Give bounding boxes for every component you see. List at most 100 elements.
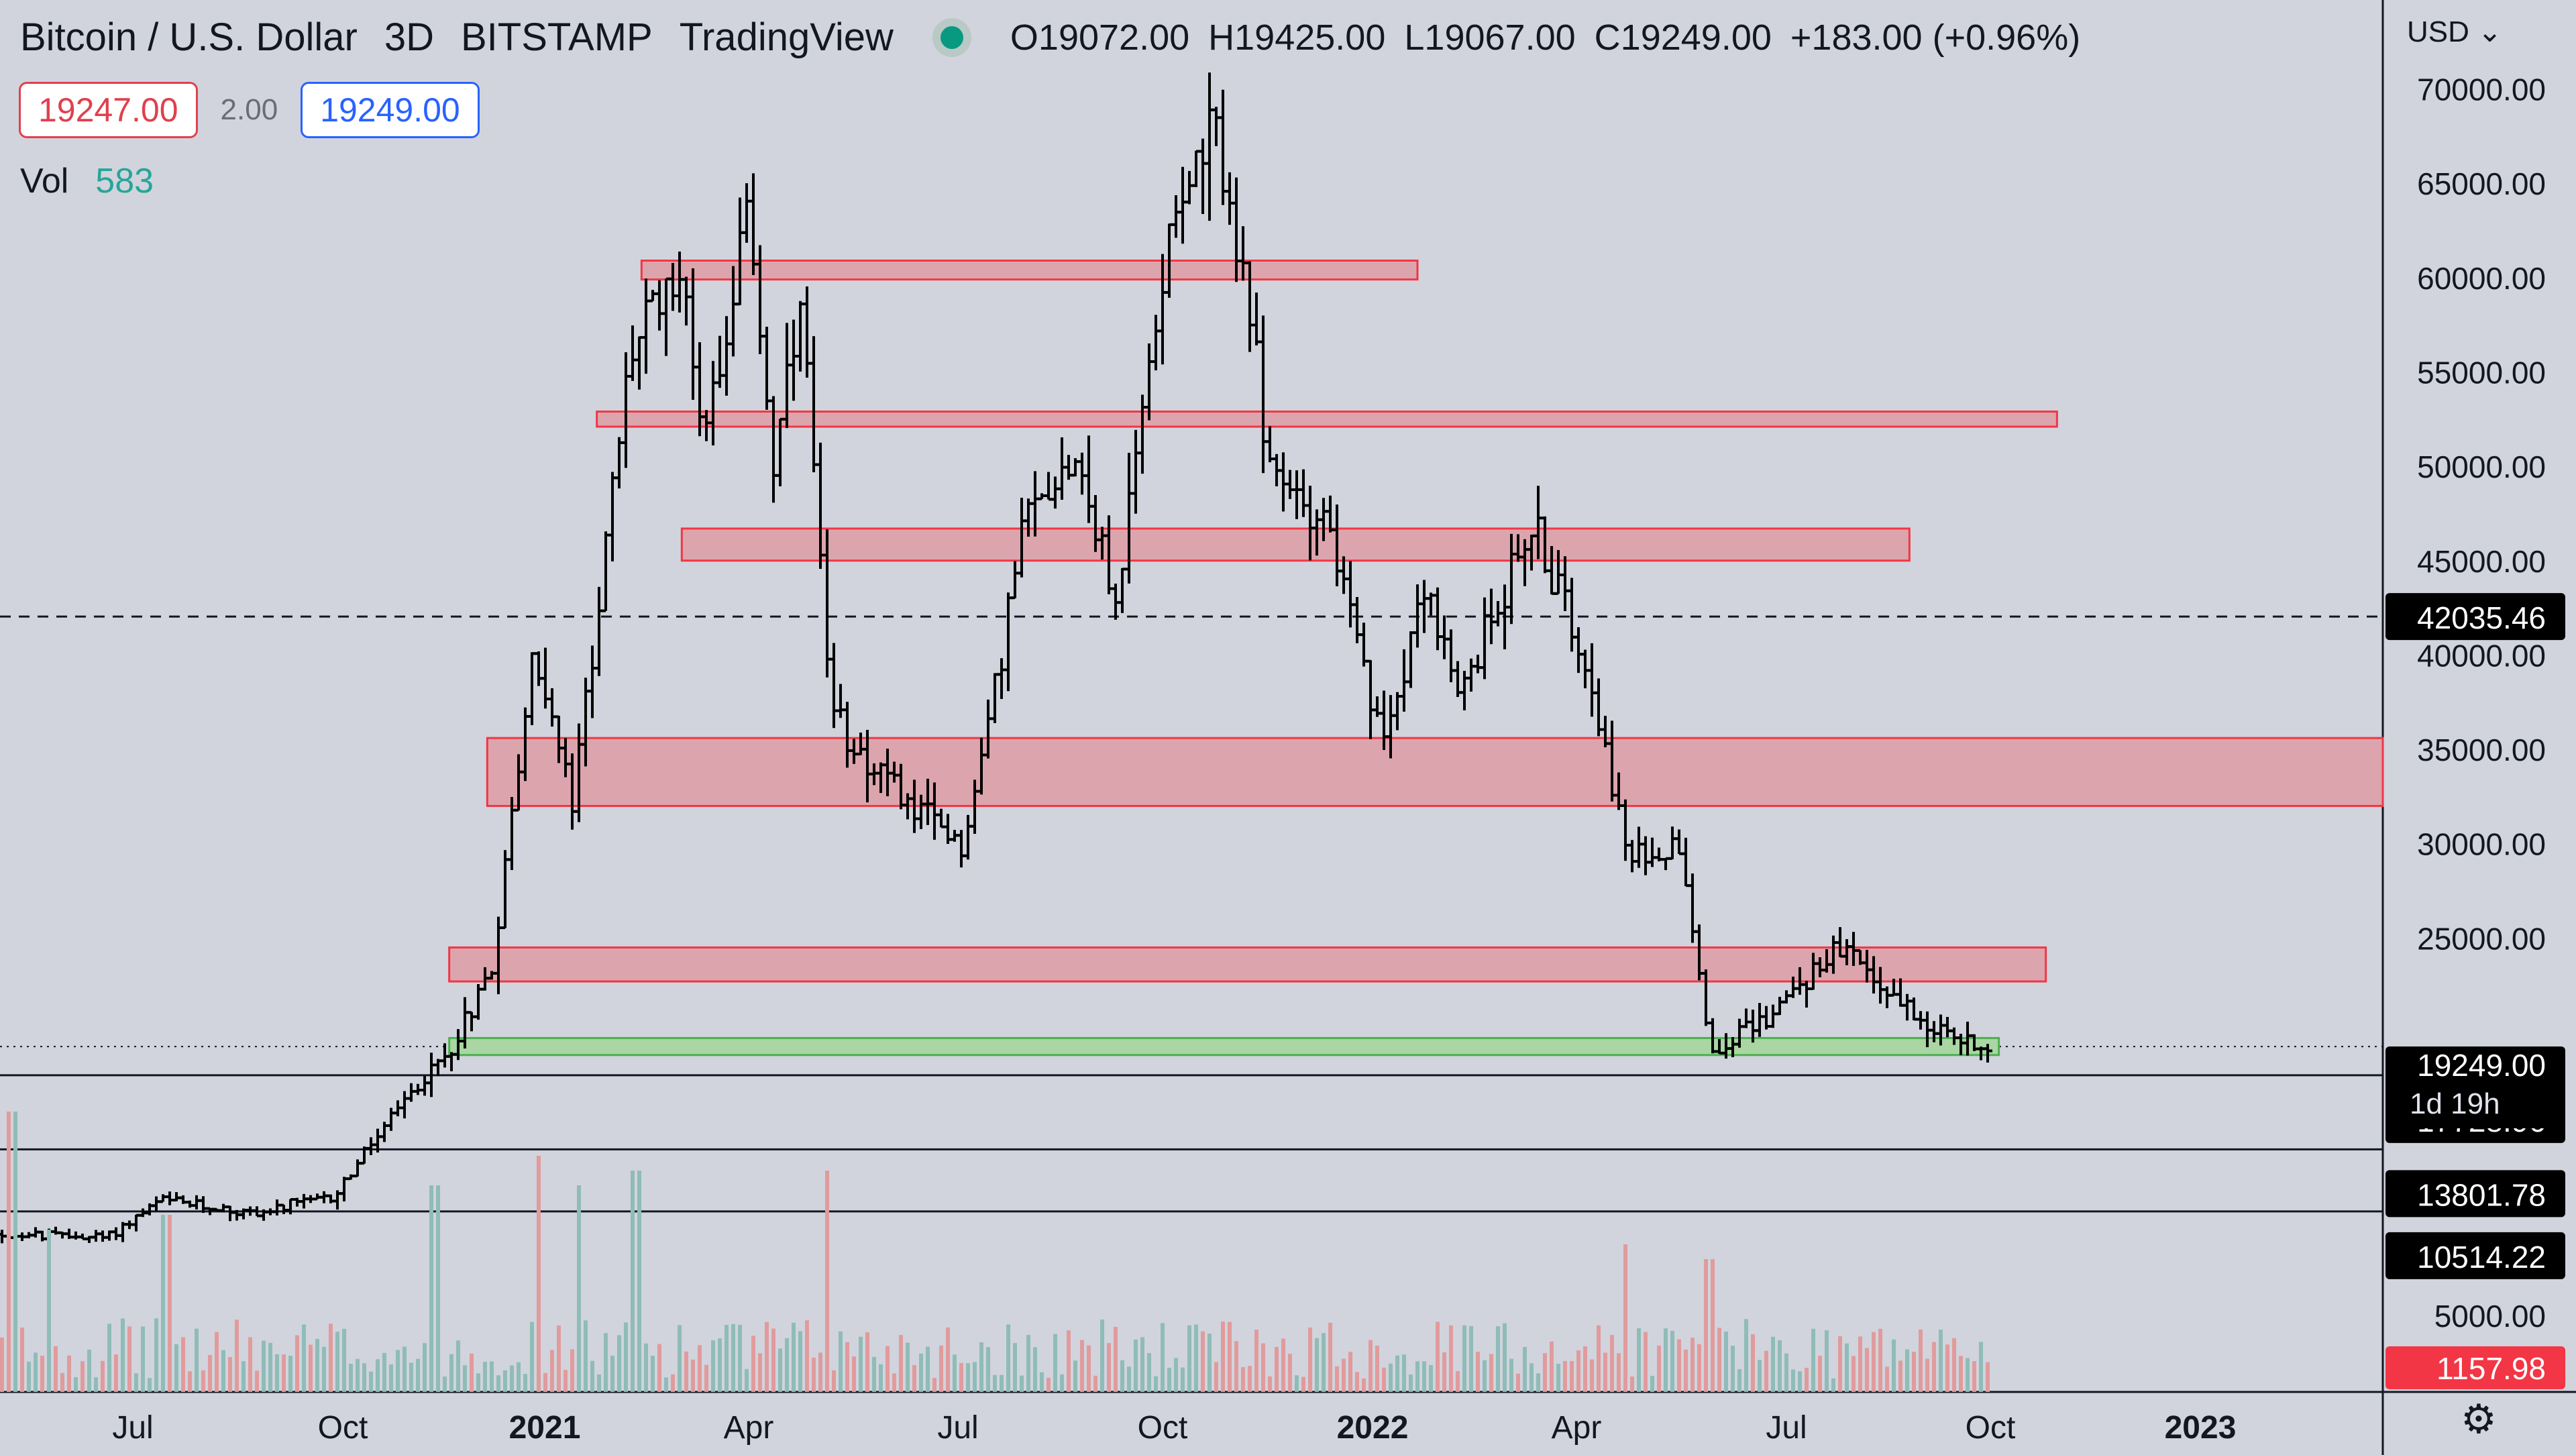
volume-bar [1328, 1322, 1332, 1392]
volume-bar [174, 1344, 178, 1392]
volume-bar [798, 1331, 802, 1392]
volume-bar [1261, 1343, 1265, 1392]
volume-bar [550, 1350, 554, 1392]
volume-bar [161, 1215, 165, 1392]
volume-bar [651, 1356, 655, 1392]
volume-bar [127, 1326, 131, 1392]
volume-bar [1986, 1362, 1990, 1392]
volume-bar [87, 1349, 91, 1392]
volume-bar [1281, 1338, 1285, 1392]
volume-bar [382, 1352, 386, 1392]
volume-bar [134, 1373, 138, 1392]
platform: TradingView [679, 15, 894, 59]
last-price-label: 19249.00 [2417, 1048, 2546, 1083]
last-volume-label: 1157.98 [2436, 1351, 2546, 1386]
volume-bar [94, 1377, 98, 1392]
volume-bar [208, 1354, 212, 1392]
volume-bar [1543, 1353, 1547, 1392]
volume-bar [1912, 1352, 1916, 1392]
volume-bar [195, 1328, 199, 1392]
volume-bar [168, 1215, 172, 1392]
volume-value: 583 [95, 162, 154, 201]
volume-bar [369, 1371, 373, 1392]
volume-bar [1650, 1376, 1654, 1392]
volume-bar [1248, 1366, 1252, 1392]
volume-bar [1644, 1332, 1648, 1392]
volume-bar [1724, 1332, 1728, 1392]
low-label: L [1404, 17, 1425, 58]
volume-bar [121, 1318, 125, 1392]
volume-bar [1704, 1259, 1708, 1392]
volume-bar [449, 1354, 453, 1392]
volume-bar [1684, 1349, 1688, 1392]
volume-bar [20, 1328, 24, 1392]
volume-bar [1536, 1373, 1540, 1392]
symbol-name[interactable]: Bitcoin / U.S. Dollar [20, 15, 358, 59]
volume-bar [1348, 1352, 1352, 1392]
gear-icon[interactable]: ⚙ [2461, 1397, 2497, 1442]
volume-bar [604, 1333, 608, 1392]
level-label-bg [2385, 1232, 2565, 1279]
volume-bar [1080, 1340, 1084, 1392]
volume-bar [295, 1335, 299, 1392]
volume-bar [490, 1361, 494, 1392]
volume-bar [939, 1345, 943, 1392]
volume-bar [1147, 1353, 1151, 1392]
last-volume-bg [2385, 1346, 2565, 1389]
time-tick-label: Jul [1766, 1410, 1807, 1446]
chart-legend: Bitcoin / U.S. Dollar 3D BITSTAMP Tradin… [20, 15, 2080, 60]
volume-bar [1570, 1360, 1574, 1392]
volume-bar [778, 1348, 782, 1392]
volume-bar [34, 1352, 38, 1392]
volume-bar [1140, 1337, 1144, 1392]
volume-bar [47, 1230, 51, 1392]
volume-bar [1201, 1331, 1205, 1392]
volume-bar [1254, 1329, 1258, 1392]
currency-selector[interactable]: USD ⌄ [2407, 15, 2502, 49]
volume-bar [1657, 1345, 1661, 1392]
dashed-level-label: 42035.46 [2417, 600, 2546, 635]
volume-bar [537, 1156, 541, 1392]
volume-bar [1026, 1334, 1030, 1392]
volume-bar [637, 1171, 641, 1392]
volume-bar [1013, 1343, 1017, 1392]
volume-bar [1858, 1336, 1862, 1392]
volume-bar [154, 1318, 158, 1392]
volume-bar [805, 1320, 809, 1392]
volume-bar [584, 1320, 588, 1392]
volume-bar [456, 1340, 460, 1392]
volume-bar [1322, 1333, 1326, 1392]
price-tick-label: 70000.00 [2417, 72, 2546, 107]
volume-bar [201, 1370, 205, 1392]
buy-price-button[interactable]: 19249.00 [301, 82, 480, 138]
volume-bar [1778, 1340, 1782, 1392]
volume-bar [738, 1324, 742, 1392]
dashed-level-label-bg [2385, 593, 2565, 641]
volume-bar [678, 1325, 682, 1392]
volume-bar [60, 1372, 64, 1392]
volume-bar [1301, 1377, 1305, 1392]
volume-bar [107, 1324, 111, 1392]
volume-bar [1093, 1375, 1097, 1392]
spread-value: 2.00 [220, 93, 278, 126]
resistance-zone [596, 411, 2058, 428]
volume-bar [724, 1324, 729, 1392]
sell-price-button[interactable]: 19247.00 [19, 82, 198, 138]
volume-bar [1395, 1355, 1399, 1392]
volume-label[interactable]: Vol [20, 162, 69, 201]
zones [448, 259, 2384, 1057]
volume-bar [1382, 1367, 1386, 1392]
volume-bar [1972, 1361, 1976, 1392]
interval[interactable]: 3D [384, 15, 434, 59]
volume-bar [1073, 1360, 1077, 1392]
price-tick-label: 65000.00 [2417, 166, 2546, 201]
support-zone [448, 1036, 2000, 1057]
volume-bar [1429, 1364, 1433, 1392]
volume-bar [577, 1185, 581, 1392]
volume-bar [1744, 1319, 1748, 1392]
time-tick-label: Oct [318, 1410, 368, 1446]
volume-bar [946, 1327, 950, 1392]
volume-bar [476, 1373, 480, 1392]
